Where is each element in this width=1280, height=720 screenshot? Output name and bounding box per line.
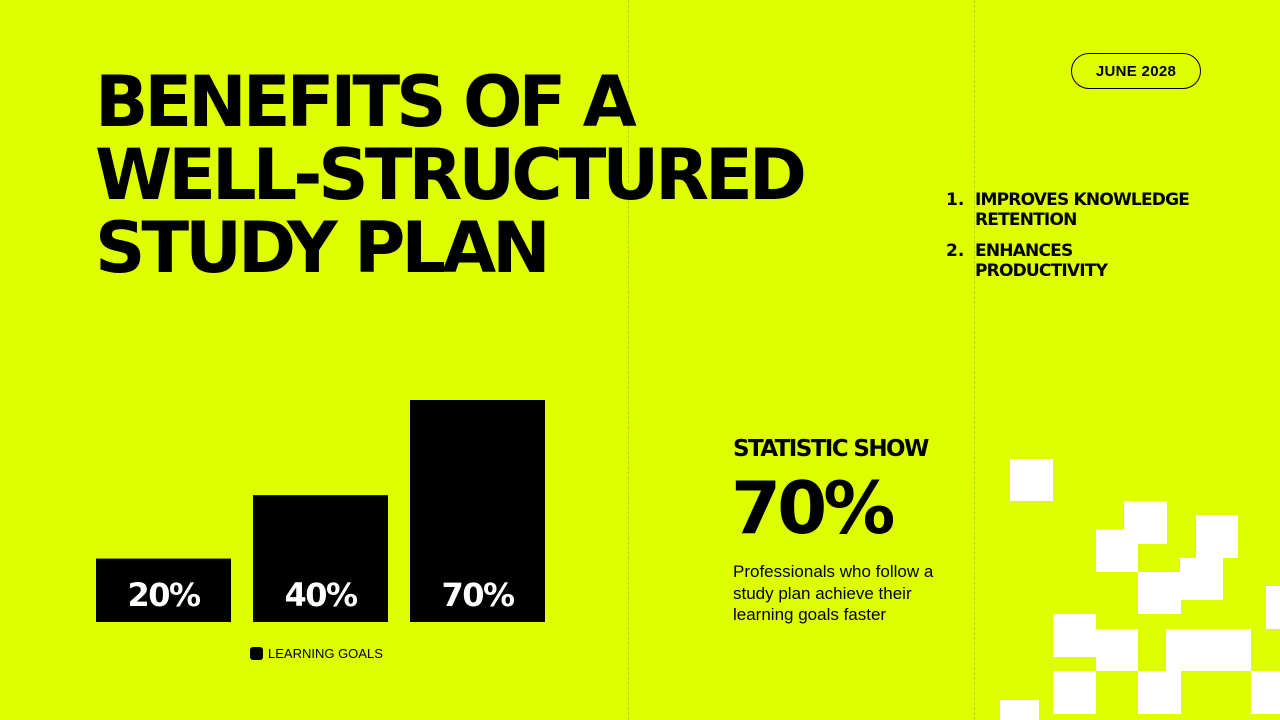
pixel-squares-decoration	[1000, 459, 1280, 720]
bar-label-1: 20%	[127, 576, 201, 614]
page-title: BENEFITS OF A WELL-STRUCTURED STUDY PLAN	[95, 61, 807, 289]
decor-square	[1010, 459, 1053, 501]
decor-square	[1053, 614, 1096, 657]
decor-square	[1266, 586, 1280, 629]
benefit-number: 2.	[946, 241, 965, 261]
decor-square	[1138, 671, 1181, 714]
bar-1	[96, 558, 231, 622]
decor-square	[1000, 700, 1039, 720]
bar-2	[253, 495, 388, 622]
date-badge: JUNE 2028	[1071, 53, 1201, 89]
bar-3	[410, 400, 545, 622]
bar-label-3: 70%	[441, 576, 515, 614]
bar-label-2: 40%	[284, 576, 358, 614]
title-line-2: WELL-STRUCTURED	[95, 134, 807, 216]
benefits-list: 1. IMPROVES KNOWLEDGE RETENTION 2. ENHAN…	[946, 190, 1190, 292]
title-line-1: BENEFITS OF A	[95, 61, 637, 143]
benefit-text: IMPROVES KNOWLEDGE RETENTION	[975, 190, 1190, 230]
decor-square	[1180, 558, 1223, 600]
decor-square	[1096, 529, 1138, 572]
benefit-text-line: IMPROVES KNOWLEDGE	[975, 190, 1190, 210]
benefit-number: 1.	[946, 190, 965, 210]
decor-square	[1251, 671, 1280, 714]
legend-swatch	[250, 647, 263, 660]
guide-line-left	[628, 0, 629, 720]
decor-square	[1166, 629, 1251, 671]
decor-square	[1138, 572, 1181, 614]
benefit-item-1: 1. IMPROVES KNOWLEDGE RETENTION	[946, 190, 1190, 230]
guide-line-right	[974, 0, 975, 720]
chart-legend: LEARNING GOALS	[250, 646, 383, 661]
statistic-value: 70%	[731, 466, 895, 550]
benefit-text-line: ENHANCES	[975, 241, 1073, 261]
benefit-text-line: PRODUCTIVITY	[975, 261, 1108, 281]
decor-square	[1096, 629, 1138, 671]
decor-square	[1196, 515, 1238, 558]
benefit-text: ENHANCES PRODUCTIVITY	[975, 241, 1108, 281]
statistic-label: STATISTIC SHOW	[733, 436, 929, 462]
title-line-3: STUDY PLAN	[95, 207, 551, 289]
legend-label: LEARNING GOALS	[268, 646, 383, 661]
benefit-text-line: RETENTION	[975, 210, 1077, 230]
decor-square	[1053, 671, 1096, 714]
statistic-description: Professionals who follow a study plan ac…	[733, 562, 934, 624]
benefit-item-2: 2. ENHANCES PRODUCTIVITY	[946, 241, 1189, 281]
